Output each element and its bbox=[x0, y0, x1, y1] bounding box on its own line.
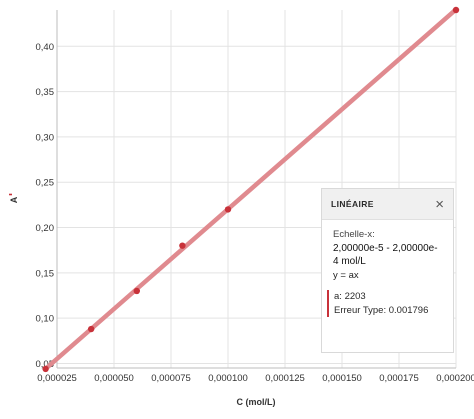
slope-label: a: bbox=[334, 291, 342, 302]
x-axis-title: C (mol/L) bbox=[237, 397, 276, 407]
error-row: Erreur Type: 0.001796 bbox=[334, 304, 443, 318]
error-value: 0.001796 bbox=[388, 304, 429, 316]
fit-line bbox=[43, 7, 459, 372]
x-tick-label: 0,000050 bbox=[94, 373, 134, 384]
x-tick-label: 0,000200 bbox=[436, 373, 474, 384]
fit-panel-body: Echelle-x: 2,00000e-5 - 2,00000e-4 mol/L… bbox=[322, 220, 453, 317]
y-axis-title-group: A bbox=[9, 193, 19, 203]
x-tick-label: 0,000025 bbox=[37, 373, 77, 384]
error-label: Erreur Type: bbox=[334, 304, 387, 316]
slope-value: 2203 bbox=[344, 291, 366, 302]
chart-axes bbox=[56, 10, 456, 369]
fit-equation: y = ax bbox=[333, 269, 359, 281]
y-tick-label: 0,35 bbox=[36, 87, 55, 98]
fit-panel-header: LINÉAIRE × bbox=[322, 189, 453, 220]
fit-panel-title: LINÉAIRE bbox=[331, 199, 374, 209]
y-axis-ticks: 0,05 0,10 0,15 0,20 0,25 0,30 0,35 0,40 bbox=[36, 42, 55, 370]
scale-label: Echelle-x: bbox=[333, 229, 375, 240]
x-tick-label: 0,000150 bbox=[322, 373, 362, 384]
y-tick-label: 0,25 bbox=[36, 178, 55, 189]
y-tick-label: 0,40 bbox=[36, 42, 55, 53]
data-point bbox=[42, 365, 49, 373]
close-icon[interactable]: × bbox=[435, 195, 444, 213]
fit-line-group bbox=[43, 7, 459, 372]
data-point bbox=[452, 6, 460, 14]
x-tick-label: 0,000125 bbox=[265, 373, 305, 384]
linear-fit-panel: LINÉAIRE × Echelle-x: 2,00000e-5 - 2,000… bbox=[321, 188, 454, 353]
y-tick-label: 0,05 bbox=[36, 359, 55, 370]
y-axis-title: A bbox=[9, 196, 19, 203]
y-tick-label: 0,15 bbox=[36, 268, 55, 279]
y-tick-label: 0,10 bbox=[36, 314, 55, 325]
data-point bbox=[133, 287, 140, 295]
data-point bbox=[179, 242, 186, 249]
x-tick-label: 0,000175 bbox=[379, 373, 419, 384]
x-tick-label: 0,000075 bbox=[151, 373, 191, 384]
data-point bbox=[88, 325, 95, 333]
x-tick-label: 0,000100 bbox=[208, 373, 248, 384]
data-points bbox=[42, 6, 460, 373]
y-tick-label: 0,20 bbox=[36, 223, 55, 234]
slope-row: a: 2203 bbox=[334, 290, 443, 304]
fit-results: a: 2203 Erreur Type: 0.001796 bbox=[327, 290, 443, 317]
y-tick-label: 0,30 bbox=[36, 132, 55, 143]
data-point bbox=[224, 206, 232, 213]
x-axis-ticks: 0,000025 0,000050 0,000075 0,000100 0,000125… bbox=[37, 373, 474, 384]
scale-range: 2,00000e-5 - 2,00000e-4 mol/L bbox=[333, 242, 438, 268]
